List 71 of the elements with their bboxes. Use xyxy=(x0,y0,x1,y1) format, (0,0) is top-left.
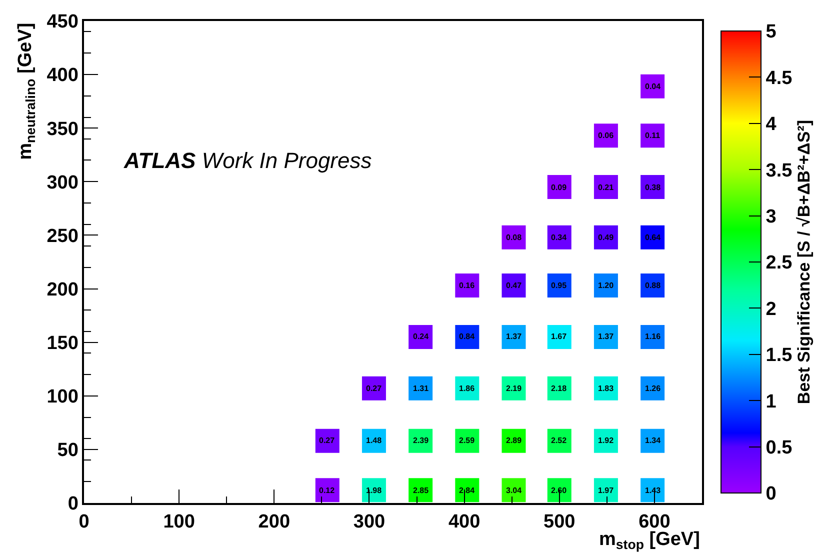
annotation: 2.19 xyxy=(506,384,522,393)
color-bar-label: 0.5 xyxy=(766,437,793,458)
color-bar-label: 4.5 xyxy=(766,68,793,89)
annotation: 2.60 xyxy=(551,486,568,495)
annotation: 0.49 xyxy=(598,233,614,242)
color-bar-label: 2.5 xyxy=(766,252,793,274)
annotation: 1.48 xyxy=(366,436,382,445)
color-bar-label: 1.5 xyxy=(766,345,793,366)
y-tick-label: 400 xyxy=(46,65,78,86)
x-tick-label: 400 xyxy=(448,512,480,533)
y-tick-label: 200 xyxy=(46,279,78,300)
annotation: ATLAS Work In Progress xyxy=(123,148,372,173)
annotation: 0.12 xyxy=(319,486,336,495)
annotation: 1.83 xyxy=(598,384,614,393)
color-bar-label: 5 xyxy=(766,22,777,43)
annotation: 2.39 xyxy=(413,436,430,445)
color-bar-label: 3 xyxy=(766,206,776,228)
annotation: 2.84 xyxy=(459,486,476,495)
annotation: 1.26 xyxy=(645,384,662,393)
x-axis-title: m$_{stop}$ [GeV] xyxy=(599,529,700,552)
y-tick-label: 50 xyxy=(57,440,78,462)
y-tick-label: 450 xyxy=(46,12,78,33)
annotation: 1.20 xyxy=(598,281,614,290)
annotation: 3.04 xyxy=(506,486,522,495)
annotation: 0.38 xyxy=(645,183,662,192)
annotation: 0.11 xyxy=(645,131,661,140)
annotation: 0.06 xyxy=(598,131,614,140)
annotation: 0.21 xyxy=(598,183,614,192)
color-bar-label: 2 xyxy=(766,298,776,320)
annotation: 0.88 xyxy=(645,281,662,290)
color-bar-label: 3.5 xyxy=(766,160,793,182)
annotation: 0.04 xyxy=(645,82,662,91)
annotation: 0.95 xyxy=(551,281,568,290)
annotation: 0.08 xyxy=(506,233,522,242)
annotation: 1.37 xyxy=(506,332,522,341)
color-bar-title: Best Significance [S / √B+ΔB²+ΔS²] xyxy=(794,120,814,404)
annotation: 0.27 xyxy=(366,384,382,393)
annotation: 1.34 xyxy=(645,436,662,445)
color-bar-label: 1 xyxy=(766,391,777,412)
x-tick-label: 300 xyxy=(353,512,386,533)
y-tick-label: 250 xyxy=(46,226,78,247)
annotation: 0.34 xyxy=(551,233,568,242)
color-bar-label: 0 xyxy=(766,484,776,505)
x-tick-label: 100 xyxy=(163,512,195,533)
annotation: 2.18 xyxy=(551,384,568,393)
annotation: 1.31 xyxy=(413,384,430,393)
annotation: 0.47 xyxy=(506,281,522,290)
annotation: 1.97 xyxy=(598,486,614,495)
y-tick-label: 350 xyxy=(46,118,78,140)
annotation: 1.37 xyxy=(598,332,614,341)
y-tick-label: 300 xyxy=(46,172,78,194)
y-tick-label: 150 xyxy=(46,332,78,354)
annotation: 2.89 xyxy=(506,436,522,445)
annotation: 1.92 xyxy=(598,436,614,445)
annotation: 1.67 xyxy=(551,332,568,341)
annotation: 0.64 xyxy=(645,233,662,242)
annotation: 0.16 xyxy=(459,281,476,290)
color-bar-label: 4 xyxy=(766,114,777,136)
y-tick-label: 0 xyxy=(68,494,78,515)
annotation: 1.86 xyxy=(459,384,476,393)
annotation: 0.27 xyxy=(319,436,336,445)
annotation: 0.24 xyxy=(413,332,430,341)
annotation: 1.16 xyxy=(645,332,662,341)
annotation: 2.52 xyxy=(551,436,568,445)
annotation: 2.59 xyxy=(459,436,476,445)
annotation: 0.84 xyxy=(459,332,476,341)
x-tick-label: 200 xyxy=(258,512,290,533)
x-tick-label: 500 xyxy=(544,512,576,533)
annotation: 2.85 xyxy=(413,486,430,495)
annotation: 0.09 xyxy=(551,183,568,192)
y-tick-label: 100 xyxy=(46,386,78,408)
